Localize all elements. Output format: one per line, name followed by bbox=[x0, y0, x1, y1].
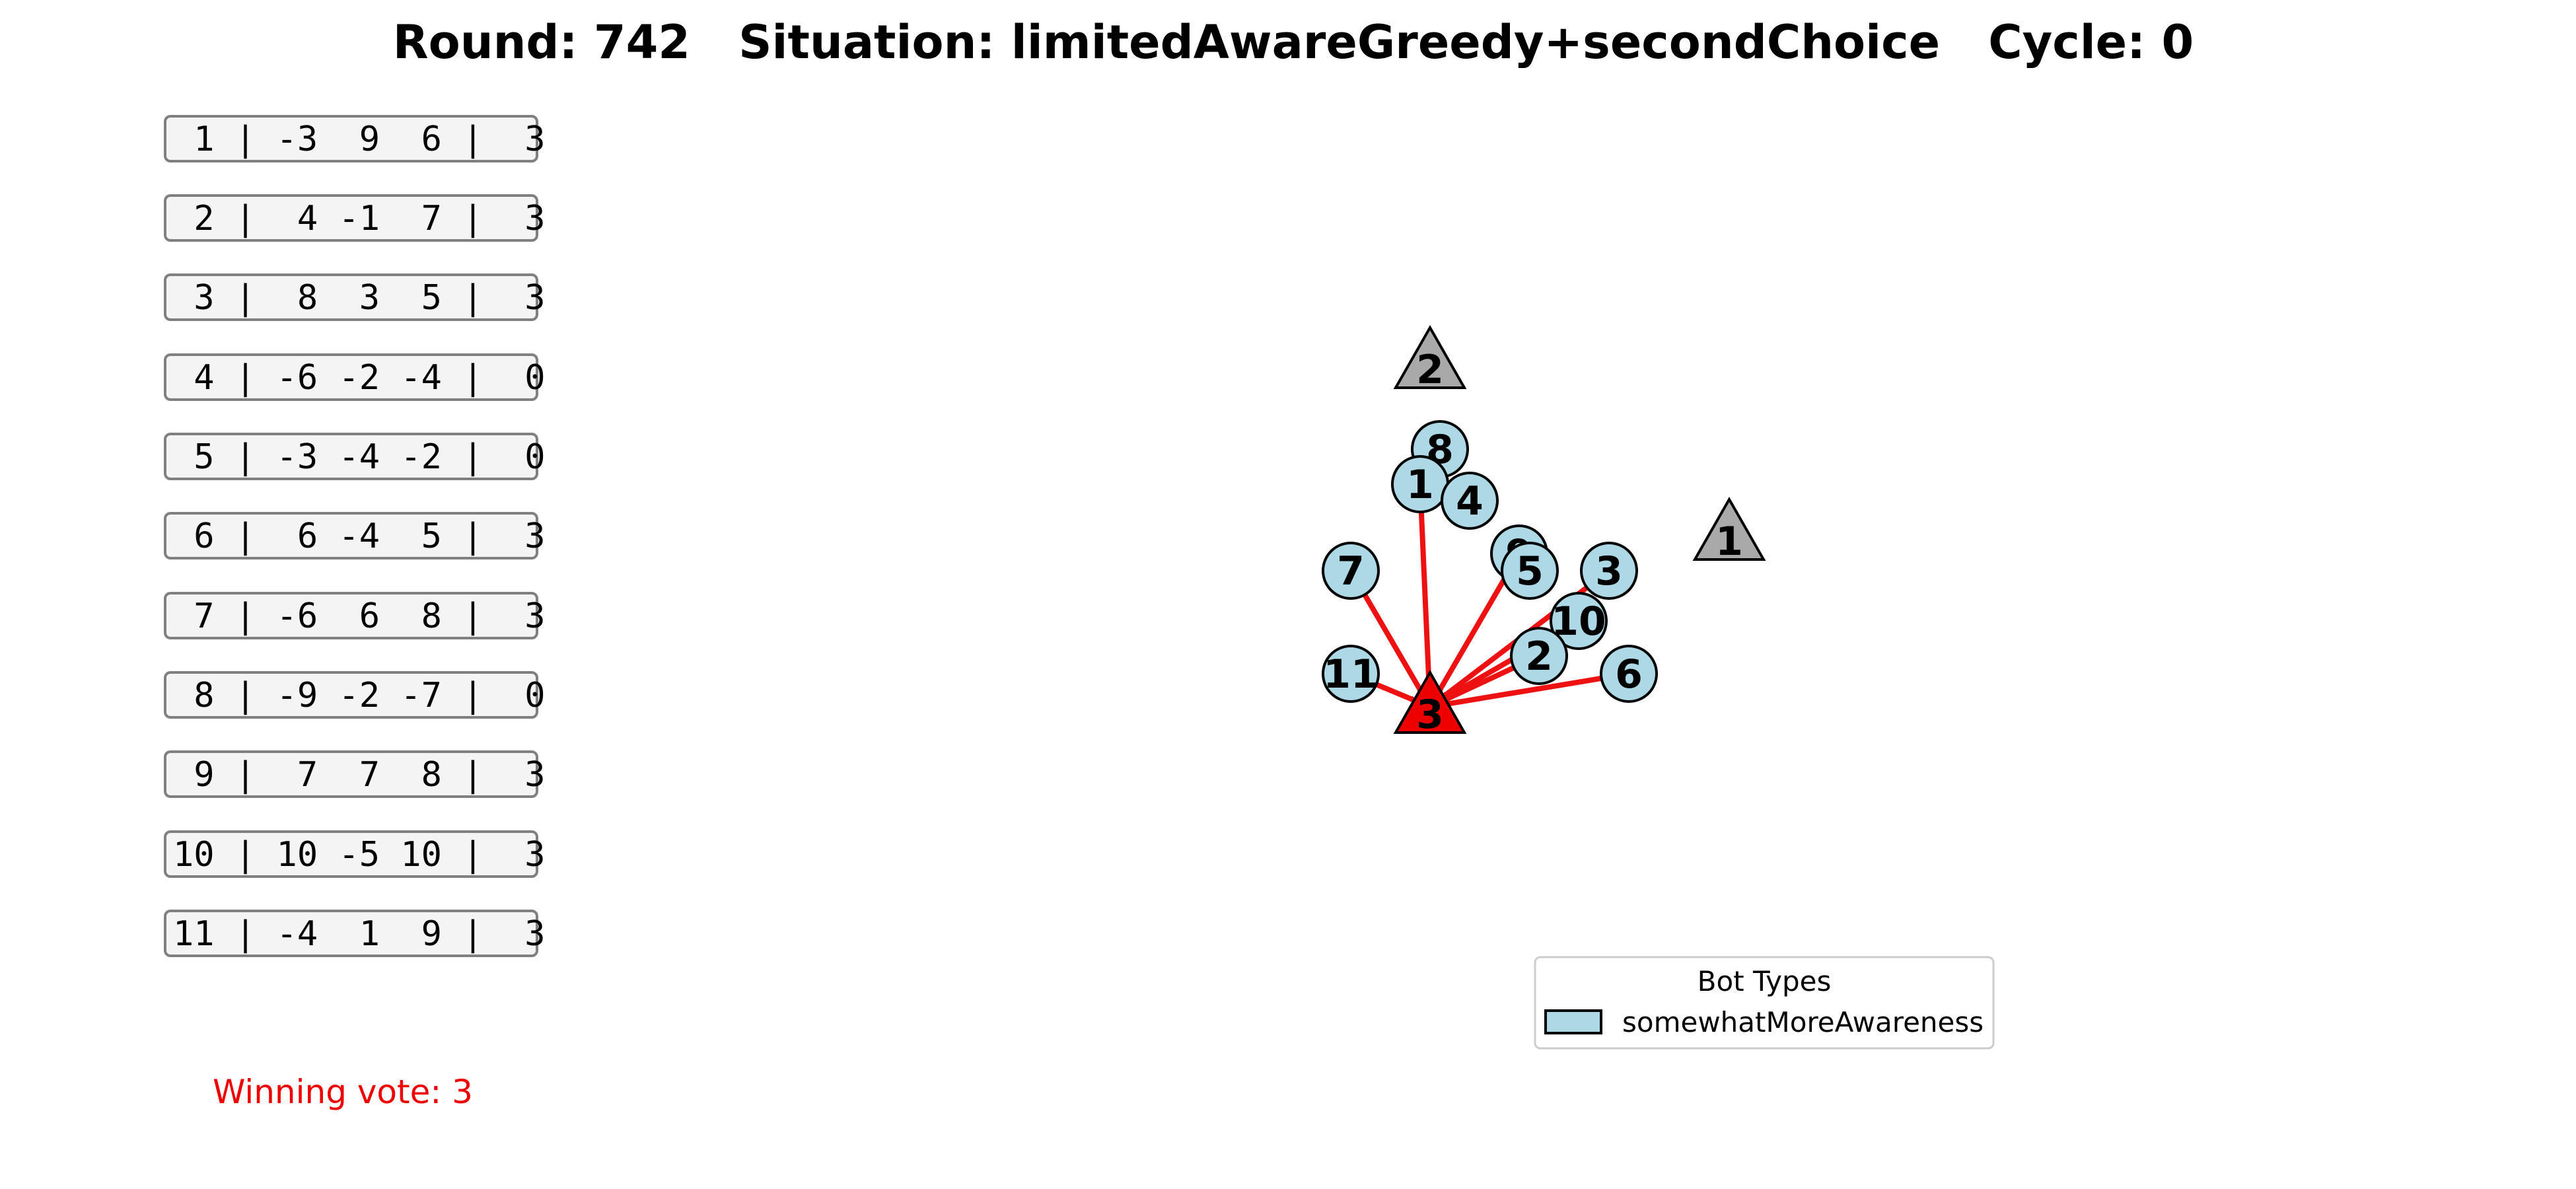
preference-row: 5 | -3 -4 -2 | 0 bbox=[164, 433, 546, 480]
row-text: 11 | -4 1 9 | 3 bbox=[173, 914, 546, 954]
bot-circle bbox=[1322, 542, 1380, 600]
preference-row: 11 | -4 1 9 | 3 bbox=[164, 910, 546, 957]
bot-circle bbox=[1550, 592, 1608, 650]
row-box bbox=[164, 273, 538, 321]
vote-edge-bot-6 bbox=[1443, 675, 1602, 707]
bot-node-3: 3 bbox=[1580, 542, 1638, 600]
row-text: 1 | -3 9 6 | 3 bbox=[173, 120, 546, 159]
bot-node-6: 6 bbox=[1600, 645, 1658, 703]
bot-circle bbox=[1501, 542, 1559, 600]
preference-row: 8 | -9 -2 -7 | 0 bbox=[164, 671, 546, 719]
bot-node-10: 10 bbox=[1550, 592, 1608, 650]
legend-box bbox=[1534, 956, 1995, 1050]
bot-circle bbox=[1510, 627, 1568, 685]
row-text: 6 | 6 -4 5 | 3 bbox=[173, 517, 546, 556]
winning-vote-text: Winning vote: 3 bbox=[213, 1073, 473, 1111]
candidate-triangle bbox=[1393, 669, 1467, 734]
candidate-node-3: 3 bbox=[1393, 669, 1467, 738]
row-box bbox=[164, 750, 538, 798]
row-box bbox=[164, 830, 538, 878]
row-text: 4 | -6 -2 -4 | 0 bbox=[173, 358, 546, 398]
preference-row: 6 | 6 -4 5 | 3 bbox=[164, 512, 546, 559]
row-box bbox=[164, 592, 538, 639]
candidate-label: 2 bbox=[1416, 347, 1444, 393]
legend-title: Bot Types bbox=[1698, 965, 1832, 997]
bot-node-2: 2 bbox=[1510, 627, 1568, 685]
legend-swatch bbox=[1544, 1009, 1602, 1034]
preference-row: 1 | -3 9 6 | 3 bbox=[164, 115, 546, 162]
row-box bbox=[164, 194, 538, 242]
row-text: 7 | -6 6 8 | 3 bbox=[173, 596, 546, 636]
bot-circle bbox=[1600, 645, 1658, 703]
bot-circle bbox=[1322, 645, 1380, 703]
page-title: Round: 742 Situation: limitedAwareGreedy… bbox=[393, 15, 2194, 69]
preference-row: 10 | 10 -5 10 | 3 bbox=[164, 830, 546, 878]
preference-row: 3 | 8 3 5 | 3 bbox=[164, 273, 546, 321]
candidate-label: 1 bbox=[1715, 519, 1743, 565]
bot-node-5: 5 bbox=[1501, 542, 1559, 600]
vote-edge-bot-2 bbox=[1442, 665, 1515, 703]
bot-node-7: 7 bbox=[1322, 542, 1380, 600]
vote-edge-bot-9 bbox=[1435, 576, 1508, 696]
row-text: 5 | -3 -4 -2 | 0 bbox=[173, 437, 546, 477]
bot-label: 11 bbox=[1323, 651, 1378, 698]
bot-nodes: 8147953102611 bbox=[1322, 420, 1658, 703]
row-text: 9 | 7 7 8 | 3 bbox=[173, 755, 546, 795]
bot-label: 1 bbox=[1406, 462, 1434, 508]
bot-label: 7 bbox=[1337, 548, 1365, 594]
legend: Bot Types somewhatMoreAwareness bbox=[1534, 956, 1995, 1050]
preference-row: 2 | 4 -1 7 | 3 bbox=[164, 194, 546, 242]
bot-node-1: 1 bbox=[1391, 455, 1449, 513]
candidate-node-2: 2 bbox=[1393, 324, 1467, 393]
row-text: 2 | 4 -1 7 | 3 bbox=[173, 199, 546, 238]
vote-edge-bot-7 bbox=[1362, 593, 1425, 696]
row-box bbox=[164, 433, 538, 480]
bot-node-11: 11 bbox=[1322, 645, 1380, 703]
candidate-label: 3 bbox=[1416, 692, 1444, 738]
row-box bbox=[164, 671, 538, 719]
row-text: 8 | -9 -2 -7 | 0 bbox=[173, 676, 546, 715]
row-box bbox=[164, 512, 538, 559]
row-text: 3 | 8 3 5 | 3 bbox=[173, 278, 546, 318]
bot-label: 4 bbox=[1456, 478, 1484, 524]
row-box bbox=[164, 115, 538, 162]
candidate-triangle bbox=[1393, 324, 1467, 389]
preference-table: 1 | -3 9 6 | 3 2 | 4 -1 7 | 3 3 | 8 3 5 … bbox=[164, 115, 546, 957]
row-box bbox=[164, 353, 538, 401]
bot-label: 6 bbox=[1615, 651, 1643, 698]
vote-edge-bot-1 bbox=[1418, 511, 1433, 694]
candidate-triangle bbox=[1692, 496, 1766, 561]
candidate-node-1: 1 bbox=[1692, 496, 1766, 565]
bot-label: 3 bbox=[1595, 548, 1623, 594]
preference-row: 4 | -6 -2 -4 | 0 bbox=[164, 353, 546, 401]
preference-row: 9 | 7 7 8 | 3 bbox=[164, 750, 546, 798]
bot-label: 2 bbox=[1525, 633, 1553, 680]
bot-circle bbox=[1580, 542, 1638, 600]
bot-circle bbox=[1441, 472, 1499, 530]
row-box bbox=[164, 910, 538, 957]
bot-label: 5 bbox=[1516, 548, 1544, 594]
vote-edge-bot-11 bbox=[1375, 682, 1418, 704]
bot-node-4: 4 bbox=[1441, 472, 1499, 530]
legend-entry-label: somewhatMoreAwareness bbox=[1622, 1006, 1984, 1038]
preference-row: 7 | -6 6 8 | 3 bbox=[164, 592, 546, 639]
candidate-nodes: 2 1 3 bbox=[1393, 324, 1766, 738]
row-text: 10 | 10 -5 10 | 3 bbox=[173, 835, 546, 875]
